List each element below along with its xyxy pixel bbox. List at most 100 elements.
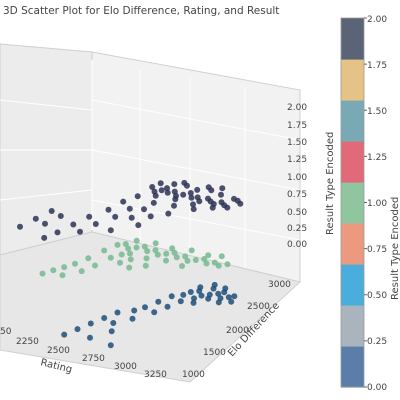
data-point <box>61 331 68 338</box>
y-tick-label: 1000 <box>182 370 205 380</box>
data-point <box>101 315 108 321</box>
data-point <box>117 259 123 266</box>
gridline <box>91 149 301 191</box>
data-point <box>191 295 197 302</box>
colorbar-segment <box>341 346 364 388</box>
data-point <box>141 206 147 213</box>
data-point <box>163 257 169 264</box>
data-point <box>154 251 161 258</box>
gridline <box>0 99 93 111</box>
data-point <box>194 186 201 193</box>
data-point <box>87 334 93 341</box>
z-tick-label: 1.25 <box>287 155 307 165</box>
data-point <box>126 205 133 212</box>
data-point <box>182 253 189 260</box>
z-axis-label: Result Type Encoded <box>325 132 336 235</box>
colorbar-segment <box>341 182 364 224</box>
data-point <box>163 250 170 257</box>
colorbar-tick-label: 0.75 <box>367 245 387 255</box>
data-point <box>188 194 195 201</box>
x-tick-label: 3000 <box>114 362 137 372</box>
data-point <box>142 262 149 269</box>
data-point <box>48 208 55 214</box>
x-tick-label: 2500 <box>47 346 70 356</box>
data-point <box>187 190 194 196</box>
data-point <box>168 293 175 300</box>
colorbar-tick-label: 2.00 <box>367 15 387 25</box>
y-tick-label: 3000 <box>268 280 291 290</box>
data-point <box>187 289 194 295</box>
data-point <box>224 261 231 268</box>
z-tick-label: 1.50 <box>287 138 307 148</box>
data-point <box>127 250 133 257</box>
data-point <box>74 326 81 333</box>
data-point <box>105 206 112 213</box>
data-point <box>205 295 212 302</box>
data-point <box>190 299 197 306</box>
colorbar-ticks <box>364 17 367 388</box>
data-point <box>141 243 148 250</box>
data-point <box>144 248 151 255</box>
x-tick-partial: 50 <box>0 327 12 337</box>
data-point <box>190 201 196 208</box>
data-point <box>177 298 184 305</box>
data-point <box>120 198 127 205</box>
colorbar-label: Result Type Encoded <box>390 197 400 300</box>
data-point <box>169 245 176 252</box>
data-point <box>41 234 48 241</box>
z-tick-label: 2.00 <box>287 103 307 113</box>
data-point <box>155 298 162 305</box>
data-point <box>205 252 212 259</box>
points-layer <box>17 179 244 349</box>
data-point <box>165 210 172 217</box>
z-tick-label: 1.00 <box>287 173 307 183</box>
colorbar-tick-label: 0.50 <box>367 291 387 301</box>
data-point <box>147 213 154 220</box>
data-point <box>131 307 138 314</box>
data-point <box>152 192 159 199</box>
data-point <box>87 320 94 327</box>
data-point <box>50 267 57 274</box>
colorbar-segment <box>341 223 364 265</box>
y-tick-label: 1500 <box>203 348 226 358</box>
data-point <box>92 262 98 269</box>
data-point <box>127 256 134 263</box>
colorbar-segment <box>341 18 364 60</box>
data-point <box>57 213 64 219</box>
data-point <box>134 193 141 200</box>
colorbar-segments <box>341 18 364 388</box>
data-point <box>126 264 133 271</box>
data-point <box>171 202 177 209</box>
gridline <box>0 189 93 201</box>
data-point <box>110 320 117 326</box>
data-point <box>32 215 39 222</box>
data-point <box>190 206 197 213</box>
data-point <box>188 247 195 254</box>
data-point <box>86 213 93 220</box>
data-point <box>39 270 46 277</box>
z-tick-label: 0.00 <box>287 240 307 250</box>
data-point <box>209 204 216 211</box>
data-point <box>215 262 222 269</box>
data-point <box>151 309 158 316</box>
data-point <box>184 257 191 264</box>
data-point <box>222 285 229 292</box>
data-point <box>149 184 156 190</box>
data-point <box>157 180 164 187</box>
data-point <box>42 220 48 227</box>
data-point <box>164 303 171 310</box>
data-point <box>171 181 178 188</box>
data-point <box>231 195 237 202</box>
data-point <box>72 260 78 267</box>
data-point <box>205 184 212 191</box>
colorbar-segment <box>341 264 364 306</box>
data-point <box>78 268 85 275</box>
data-point <box>198 292 205 299</box>
data-point <box>211 281 218 288</box>
data-point <box>237 200 244 207</box>
data-point <box>171 249 178 256</box>
data-point <box>92 221 99 227</box>
data-point <box>143 255 150 262</box>
data-point <box>180 191 187 198</box>
z-tick-label: 0.25 <box>287 224 307 234</box>
